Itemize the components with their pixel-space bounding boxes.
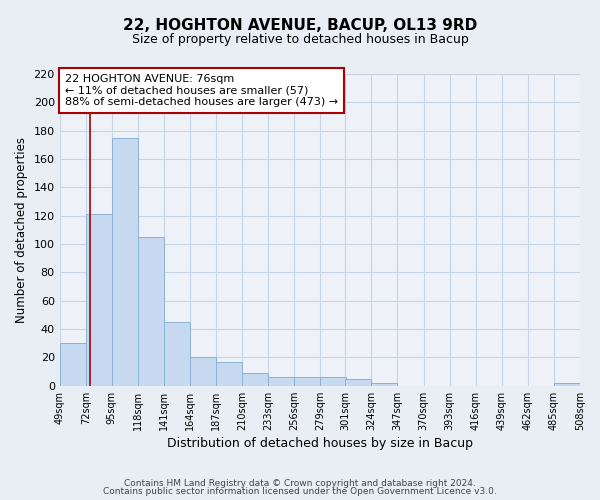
Y-axis label: Number of detached properties: Number of detached properties: [15, 137, 28, 323]
Bar: [190, 358, 216, 386]
Bar: [295, 378, 320, 386]
Bar: [86, 214, 112, 386]
Text: Size of property relative to detached houses in Bacup: Size of property relative to detached ho…: [131, 32, 469, 46]
Bar: [112, 138, 138, 386]
Bar: [242, 373, 268, 386]
Text: 22, HOGHTON AVENUE, BACUP, OL13 9RD: 22, HOGHTON AVENUE, BACUP, OL13 9RD: [123, 18, 477, 32]
Bar: [59, 344, 86, 386]
Bar: [320, 378, 346, 386]
Bar: [164, 322, 190, 386]
Bar: [371, 383, 397, 386]
Bar: [138, 237, 164, 386]
Text: Contains HM Land Registry data © Crown copyright and database right 2024.: Contains HM Land Registry data © Crown c…: [124, 478, 476, 488]
Text: 22 HOGHTON AVENUE: 76sqm
← 11% of detached houses are smaller (57)
88% of semi-d: 22 HOGHTON AVENUE: 76sqm ← 11% of detach…: [65, 74, 338, 107]
Bar: [346, 378, 371, 386]
X-axis label: Distribution of detached houses by size in Bacup: Distribution of detached houses by size …: [167, 437, 473, 450]
Bar: [268, 378, 295, 386]
Bar: [216, 362, 242, 386]
Text: Contains public sector information licensed under the Open Government Licence v3: Contains public sector information licen…: [103, 487, 497, 496]
Bar: [554, 383, 580, 386]
